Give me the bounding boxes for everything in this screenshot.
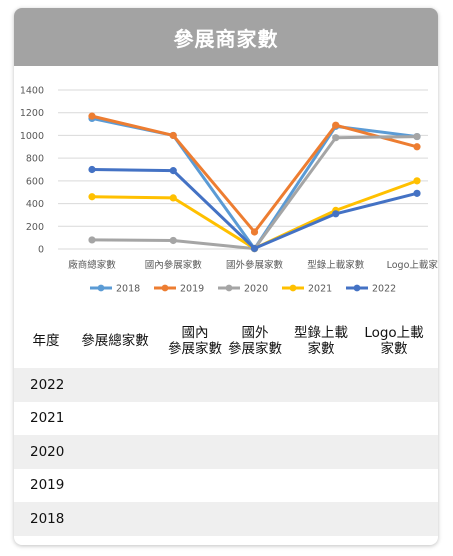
data-point-2021 xyxy=(169,194,177,202)
data-point-2020 xyxy=(169,236,177,245)
series-line-2021 xyxy=(91,179,418,250)
legend-label: 2022 xyxy=(372,284,396,295)
legend-label: 2019 xyxy=(180,284,204,295)
header-foreign: 國外 參展家數 xyxy=(228,325,282,357)
legend-marker xyxy=(225,284,233,292)
legend-marker xyxy=(289,284,297,292)
data-point-2019 xyxy=(169,131,177,140)
card-title: 參展商家數 xyxy=(14,8,438,66)
y-tick-label: 800 xyxy=(26,154,44,165)
data-point-2020 xyxy=(88,236,96,244)
table-row: 2020 xyxy=(14,435,438,469)
header-domestic: 國內 參展家數 xyxy=(168,325,222,357)
data-point-2021 xyxy=(413,177,421,185)
data-point-2019 xyxy=(332,121,340,129)
data-point-2022 xyxy=(413,189,421,197)
legend-label: 2020 xyxy=(244,284,268,295)
y-tick-label: 600 xyxy=(26,176,44,187)
exhibitor-count-card: 參展商家數 0 200 400 600 800 1000 1200 1400 廠商總家數 國內參展… xyxy=(14,8,438,545)
data-point-2021 xyxy=(88,193,96,201)
line-chart: 0 200 400 600 800 1000 1200 1400 廠商總家數 國內參展家數 國外參展… xyxy=(14,66,438,310)
y-tick-label: 400 xyxy=(26,199,44,210)
data-point-2020 xyxy=(332,134,340,142)
legend-label: 2018 xyxy=(116,284,140,295)
data-point-2022 xyxy=(88,165,96,174)
data-table: 年度 參展總家數 國內 參展家數 國外 參展家數 型錄上載 家數 Logo上載 … xyxy=(14,314,438,536)
y-tick-label: 1000 xyxy=(20,131,44,142)
data-point-2022 xyxy=(250,244,259,253)
header-catalog: 型錄上載 家數 xyxy=(294,325,348,357)
table-row: 2022 xyxy=(14,368,438,402)
x-tick-label: 型錄上載家數 xyxy=(307,259,365,271)
table-header: 年度 參展總家數 國內 參展家數 國外 參展家數 型錄上載 家數 Logo上載 … xyxy=(14,314,438,368)
row-year: 2021 xyxy=(30,410,65,427)
data-point-2022 xyxy=(169,167,177,175)
legend-marker xyxy=(353,284,361,292)
y-tick-label: 200 xyxy=(26,222,44,233)
header-year: 年度 xyxy=(32,333,60,349)
row-year: 2019 xyxy=(30,477,65,494)
table-row: 2018 xyxy=(14,502,438,536)
line-chart-svg: 0 200 400 600 800 1000 1200 1400 廠商總家數 國內參展家數 國外參展… xyxy=(20,86,438,295)
table-row: 2021 xyxy=(14,402,438,436)
data-point-2020 xyxy=(413,132,421,141)
series-line-2019 xyxy=(91,114,418,234)
header-logo: Logo上載 家數 xyxy=(364,325,424,357)
row-year: 2022 xyxy=(30,376,65,393)
row-year: 2018 xyxy=(30,510,65,527)
header-total: 參展總家數 xyxy=(81,333,149,349)
x-tick-label: 國內參展家數 xyxy=(145,259,203,271)
legend-marker xyxy=(97,284,105,292)
y-tick-label: 0 xyxy=(38,245,44,256)
data-point-2019 xyxy=(413,143,421,151)
legend-label: 2021 xyxy=(308,284,332,295)
y-tick-label: 1200 xyxy=(20,108,44,119)
data-point-2022 xyxy=(332,210,340,218)
x-tick-label: 國外參展家數 xyxy=(226,259,284,271)
row-year: 2020 xyxy=(30,443,65,460)
y-tick-label: 1400 xyxy=(20,86,44,97)
x-tick-label: 廠商總家數 xyxy=(68,259,116,271)
data-point-2019 xyxy=(88,112,96,120)
table-row: 2019 xyxy=(14,469,438,503)
legend-marker xyxy=(161,284,169,292)
data-point-2019 xyxy=(250,228,259,236)
